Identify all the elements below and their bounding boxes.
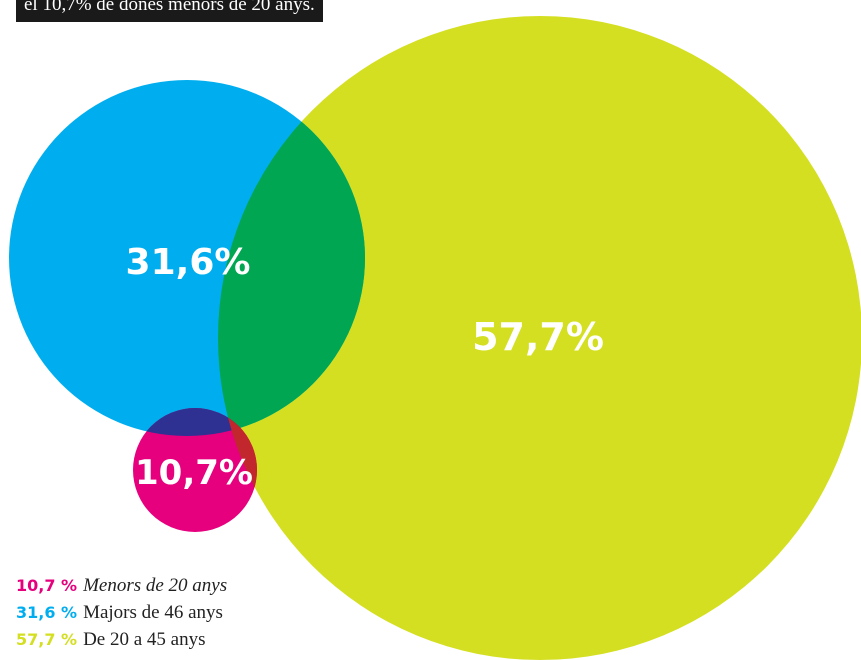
bubble-label-menors: 10,7%: [135, 453, 253, 493]
caption: el 10,7% de dones menors de 20 anys.: [16, 0, 323, 22]
legend: 10,7 % Menors de 20 anys 31,6 % Majors de …: [16, 572, 227, 653]
bubble-de-20-a-45-anys: [218, 16, 861, 660]
legend-pct: 10,7 %: [16, 576, 78, 595]
legend-text: Majors de 46 anys: [83, 602, 223, 623]
legend-item-de-20-a-45: 57,7 % De 20 a 45 anys: [16, 626, 227, 653]
bubble-menors-de-20-anys: [133, 408, 257, 532]
legend-pct: 31,6 %: [16, 603, 78, 622]
legend-text: Menors de 20 anys: [83, 575, 228, 596]
legend-pct: 57,7 %: [16, 630, 78, 649]
bubble-label-de-20-a-45: 57,7%: [472, 315, 604, 359]
legend-item-majors: 31,6 % Majors de 46 anys: [16, 599, 227, 626]
legend-text: De 20 a 45 anys: [83, 629, 206, 650]
bubble-label-majors: 31,6%: [126, 242, 251, 283]
legend-item-menors: 10,7 % Menors de 20 anys: [16, 572, 227, 599]
